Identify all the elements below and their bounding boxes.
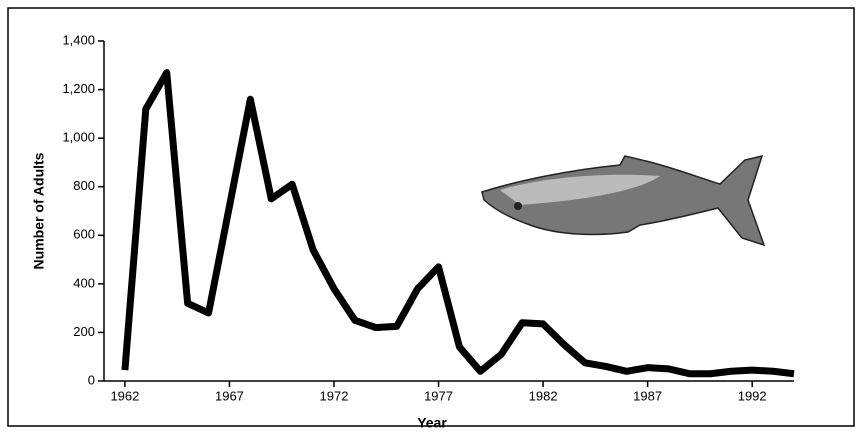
- data-line: [121, 69, 795, 378]
- y-tick-label: 1,400: [62, 32, 95, 47]
- x-tick-label: 1972: [320, 388, 349, 403]
- y-tick-label: 1,200: [62, 81, 95, 96]
- y-tick-label: 0: [88, 372, 95, 387]
- x-tick-label: 1967: [215, 388, 244, 403]
- y-axis-title: Number of Adults: [31, 152, 47, 269]
- frame: [7, 7, 855, 427]
- y-tick-label: 600: [73, 227, 95, 242]
- x-tick-label: 1992: [738, 388, 767, 403]
- fish-illustration: [481, 154, 766, 247]
- y-tick-label: 400: [73, 275, 95, 290]
- x-axis-title: Year: [417, 415, 447, 431]
- x-tick-label: 1977: [424, 388, 453, 403]
- x-tick-label: 1987: [633, 388, 662, 403]
- y-tick-label: 200: [73, 324, 95, 339]
- x-tick-label: 1982: [529, 388, 558, 403]
- y-tick-label: 1,000: [62, 130, 95, 145]
- x-tick-label: 1962: [110, 388, 139, 403]
- y-tick-label: 800: [73, 178, 95, 193]
